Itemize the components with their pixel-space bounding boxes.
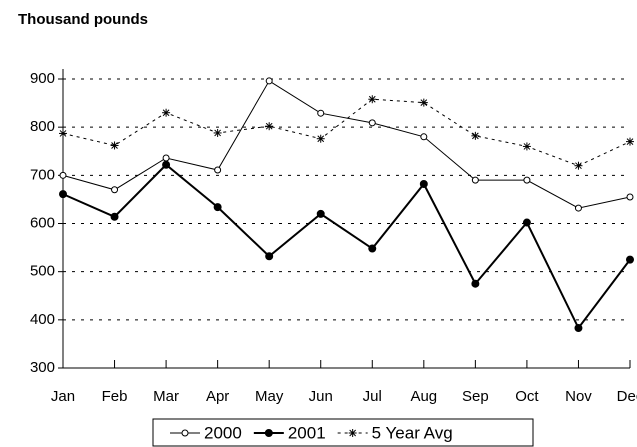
data-point xyxy=(522,142,531,151)
x-tick-label: Apr xyxy=(206,388,229,405)
data-point xyxy=(265,77,273,85)
data-point xyxy=(162,108,171,117)
legend-marker xyxy=(264,429,273,437)
data-point xyxy=(626,255,634,264)
asterisk-stroke xyxy=(349,429,357,437)
data-point xyxy=(368,95,377,104)
data-point xyxy=(213,128,222,137)
data-point xyxy=(213,203,222,212)
x-tick-label: Jan xyxy=(51,388,75,405)
x-tick-label: Mar xyxy=(153,388,179,405)
data-point xyxy=(316,209,325,218)
x-tick-label: Oct xyxy=(515,388,539,405)
x-tick-label: Feb xyxy=(102,388,128,405)
data-point xyxy=(111,186,119,194)
data-point xyxy=(574,324,583,333)
legend: 2000 2001 5 Year Avg xyxy=(152,418,534,447)
y-tick-label: 300 xyxy=(30,359,55,376)
data-point xyxy=(59,129,67,138)
x-tick-label: Nov xyxy=(565,388,592,405)
y-tick-label: 400 xyxy=(30,311,55,328)
legend-label: 2000 xyxy=(204,423,242,442)
data-point xyxy=(420,133,428,141)
x-tick-label: Sep xyxy=(462,388,489,405)
x-tick-label: May xyxy=(255,388,284,405)
data-point xyxy=(574,204,582,212)
asterisk-stroke xyxy=(420,99,428,106)
asterisk-stroke xyxy=(265,122,273,130)
asterisk-stroke xyxy=(523,143,531,150)
asterisk-stroke xyxy=(162,109,170,117)
series-line xyxy=(62,98,631,167)
asterisk-stroke xyxy=(575,162,582,170)
data-point xyxy=(110,212,119,221)
series-line xyxy=(62,163,631,330)
y-tick-label: 500 xyxy=(30,263,55,280)
legend-label: 5 Year Avg xyxy=(372,423,453,442)
asterisk-stroke xyxy=(111,142,118,149)
asterisk-stroke xyxy=(368,95,376,103)
data-point xyxy=(626,193,634,201)
data-point xyxy=(471,279,480,288)
asterisk-stroke xyxy=(214,129,221,137)
chart-title: Thousand pounds xyxy=(18,11,148,28)
legend-marker xyxy=(181,429,189,437)
y-tick-label: 600 xyxy=(30,214,55,231)
data-point xyxy=(59,190,67,199)
data-point xyxy=(110,141,119,150)
y-tick-label: 900 xyxy=(30,70,55,87)
asterisk-stroke xyxy=(59,130,67,137)
legend-box xyxy=(152,418,534,447)
legend-marker xyxy=(348,429,357,437)
legend-label: 2001 xyxy=(288,423,326,442)
x-tick-label: Jul xyxy=(363,388,382,405)
data-point xyxy=(523,176,531,184)
data-point xyxy=(626,137,634,146)
asterisk-stroke xyxy=(626,138,634,145)
data-point xyxy=(162,154,170,162)
y-tick-label: 700 xyxy=(30,166,55,183)
x-tick-label: Aug xyxy=(410,388,437,405)
data-point xyxy=(265,122,274,131)
data-point xyxy=(419,180,428,189)
asterisk-stroke xyxy=(472,132,479,140)
x-tick-label: Jun xyxy=(309,388,333,405)
data-point xyxy=(162,160,171,169)
x-tick-label: Dec xyxy=(617,388,637,405)
data-point xyxy=(574,161,583,170)
asterisk-stroke xyxy=(317,135,325,143)
data-point xyxy=(368,119,376,127)
data-point xyxy=(368,244,377,253)
data-point xyxy=(265,252,274,261)
data-point xyxy=(471,176,479,184)
data-point xyxy=(317,109,325,117)
data-point xyxy=(59,171,67,179)
data-point xyxy=(419,98,428,107)
data-point xyxy=(522,218,531,227)
data-point xyxy=(316,134,325,143)
series-line xyxy=(62,80,631,209)
y-tick-label: 800 xyxy=(30,118,55,135)
data-point xyxy=(471,131,480,140)
data-point xyxy=(214,166,222,174)
